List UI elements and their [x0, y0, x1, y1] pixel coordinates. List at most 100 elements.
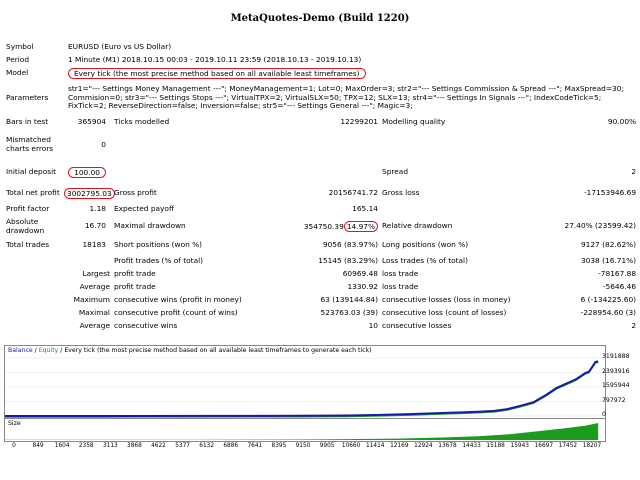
payoff-label: Expected payoff — [114, 204, 175, 214]
short-value: 9056 (83.97%) — [322, 240, 378, 250]
row-maximum: Maximum consecutive wins (profit in mone… — [4, 294, 636, 307]
loss-trades-label: Loss trades (% of total) — [382, 255, 468, 265]
x-tick-label: 1604 — [54, 443, 70, 449]
row-drawdown: Absolute drawdown 16.70 Maximal drawdown… — [4, 216, 636, 237]
row-mismatched: Mismatched charts errors 0 — [4, 129, 636, 161]
size-area — [5, 423, 599, 440]
parameters-label: Parameters — [6, 92, 49, 102]
row-profitfactor: Profit factor 1.18 Expected payoff 165.1… — [4, 203, 636, 216]
x-tick-label: 15943 — [510, 443, 529, 449]
row-model: Model Every tick (the most precise metho… — [4, 67, 636, 80]
netprofit-value: 3002795.03 — [64, 187, 115, 199]
y-tick-label: 797972 — [602, 396, 626, 404]
payoff-value: 165.14 — [352, 204, 378, 214]
loss-trades-value: 3038 (16.71%) — [580, 255, 637, 265]
average-label: Average — [79, 282, 110, 292]
x-tick-label: 8395 — [271, 443, 287, 449]
cons-wins-money-value: 63 (139144.84) — [320, 295, 379, 305]
x-tick-label: 7641 — [247, 443, 263, 449]
size-chart — [5, 423, 599, 440]
long-value: 9127 (82.62%) — [580, 240, 637, 250]
graph-legend: Balance / Equity / Every tick (the most … — [8, 347, 372, 354]
cons-wins-label: consecutive wins — [114, 321, 178, 331]
trades-value: 18183 — [82, 240, 106, 250]
x-tick-label: 12169 — [390, 443, 409, 449]
period-value: 1 Minute (M1) 2018.10.15 00:03 - 2019.10… — [68, 55, 362, 65]
mismatched-label: Mismatched charts errors — [6, 135, 54, 153]
absdd-value: 16.70 — [84, 221, 106, 231]
spread-label: Spread — [382, 166, 409, 176]
symbol-value: EURUSD (Euro vs US Dollar) — [68, 42, 172, 52]
x-tick-label: 4622 — [151, 443, 166, 449]
grossloss-label: Gross loss — [382, 187, 420, 197]
report-table: Symbol EURUSD (Euro vs US Dollar) Period… — [4, 41, 636, 333]
balance-line — [5, 360, 599, 417]
cons-losses-money-label: consecutive losses (loss in money) — [382, 295, 511, 305]
maxdd-percent: 14.97% — [343, 221, 378, 232]
equity-line — [5, 362, 599, 418]
pf-label: Profit factor — [6, 204, 50, 214]
maximum-label: Maximum — [73, 295, 110, 305]
profit-trades-value: 15145 (83.29%) — [318, 255, 378, 265]
row-maximal: Maximal consecutive profit (count of win… — [4, 307, 636, 320]
quality-label: Modelling quality — [382, 117, 446, 127]
row-symbol: Symbol EURUSD (Euro vs US Dollar) — [4, 41, 636, 54]
legend-balance: Balance — [8, 347, 33, 354]
grossprofit-label: Gross profit — [114, 187, 157, 197]
row-netprofit: Total net profit 3002795.03 Gross profit… — [4, 183, 636, 203]
cons-losses-value: 2 — [631, 321, 637, 331]
grossloss-value: -17153946.69 — [584, 187, 637, 197]
trades-label: Total trades — [6, 240, 50, 250]
symbol-label: Symbol — [6, 42, 34, 52]
bars-value: 365904 — [77, 117, 106, 127]
absdd-label: Absolute drawdown — [6, 216, 45, 235]
average-loss-label: loss trade — [382, 282, 419, 292]
largest-loss-label: loss trade — [382, 269, 419, 279]
model-label: Model — [6, 68, 29, 78]
row-average-cons: Average consecutive wins 10 consecutive … — [4, 320, 636, 333]
size-label: Size — [8, 420, 21, 427]
quality-value: 90.00% — [607, 117, 637, 127]
profit-trades-label: Profit trades (% of total) — [114, 255, 204, 265]
ticks-label: Ticks modelled — [114, 117, 170, 127]
x-tick-label: 5377 — [175, 443, 190, 449]
average-loss-value: -5646.46 — [602, 282, 637, 292]
row-bars: Bars in test 365904 Ticks modelled 12299… — [4, 116, 636, 129]
spread-value: 2 — [631, 166, 637, 176]
cons-profit-count-label: consecutive profit (count of wins) — [114, 308, 238, 318]
row-period: Period 1 Minute (M1) 2018.10.15 00:03 - … — [4, 54, 636, 67]
x-tick-label: 849 — [32, 443, 44, 449]
x-tick-label: 14433 — [462, 443, 481, 449]
x-tick-label: 11414 — [366, 443, 385, 449]
maxdd-label: Maximal drawdown — [114, 221, 186, 231]
balance-chart — [5, 357, 605, 418]
largest-label: Largest — [82, 269, 110, 279]
row-largest: Largest profit trade 60969.48 loss trade… — [4, 268, 636, 281]
balance-graph: Balance / Equity / Every tick (the most … — [4, 345, 606, 419]
mismatched-value: 0 — [101, 139, 106, 149]
legend-equity: Equity — [38, 347, 59, 354]
x-tick-label: 12924 — [414, 443, 433, 449]
y-tick-label: 1595944 — [602, 382, 630, 389]
netprofit-label: Total net profit — [6, 187, 60, 197]
grossprofit-value: 20156741.72 — [328, 187, 378, 197]
report-title: MetaQuotes-Demo (Build 1220) — [230, 13, 410, 24]
x-tick-label: 18207 — [582, 443, 602, 449]
legend-description: / Every tick (the most precise method ba… — [58, 347, 372, 354]
y-tick-label: 2393916 — [602, 367, 630, 375]
y-tick-label: 3191888 — [602, 353, 630, 360]
x-tick-label: 3868 — [127, 443, 142, 449]
x-tick-label: 9905 — [319, 443, 335, 449]
reldd-label: Relative drawdown — [382, 221, 453, 231]
legend-separator: / — [32, 347, 39, 354]
average-profit-value: 1330.92 — [347, 282, 378, 292]
x-tick-label: 13678 — [438, 443, 457, 449]
reldd-value: 27.40% (23599.42) — [564, 221, 637, 231]
row-average: Average profit trade 1330.92 loss trade … — [4, 281, 636, 294]
cons-losses-money-value: 6 (-134225.60) — [580, 295, 637, 305]
size-graph: Size — [4, 418, 606, 442]
ticks-value: 12299201 — [340, 117, 378, 127]
x-tick-label: 17452 — [558, 443, 578, 449]
row-deposit: Initial deposit 100.00 Spread 2 — [4, 161, 636, 183]
x-tick-label: 3113 — [102, 443, 118, 449]
